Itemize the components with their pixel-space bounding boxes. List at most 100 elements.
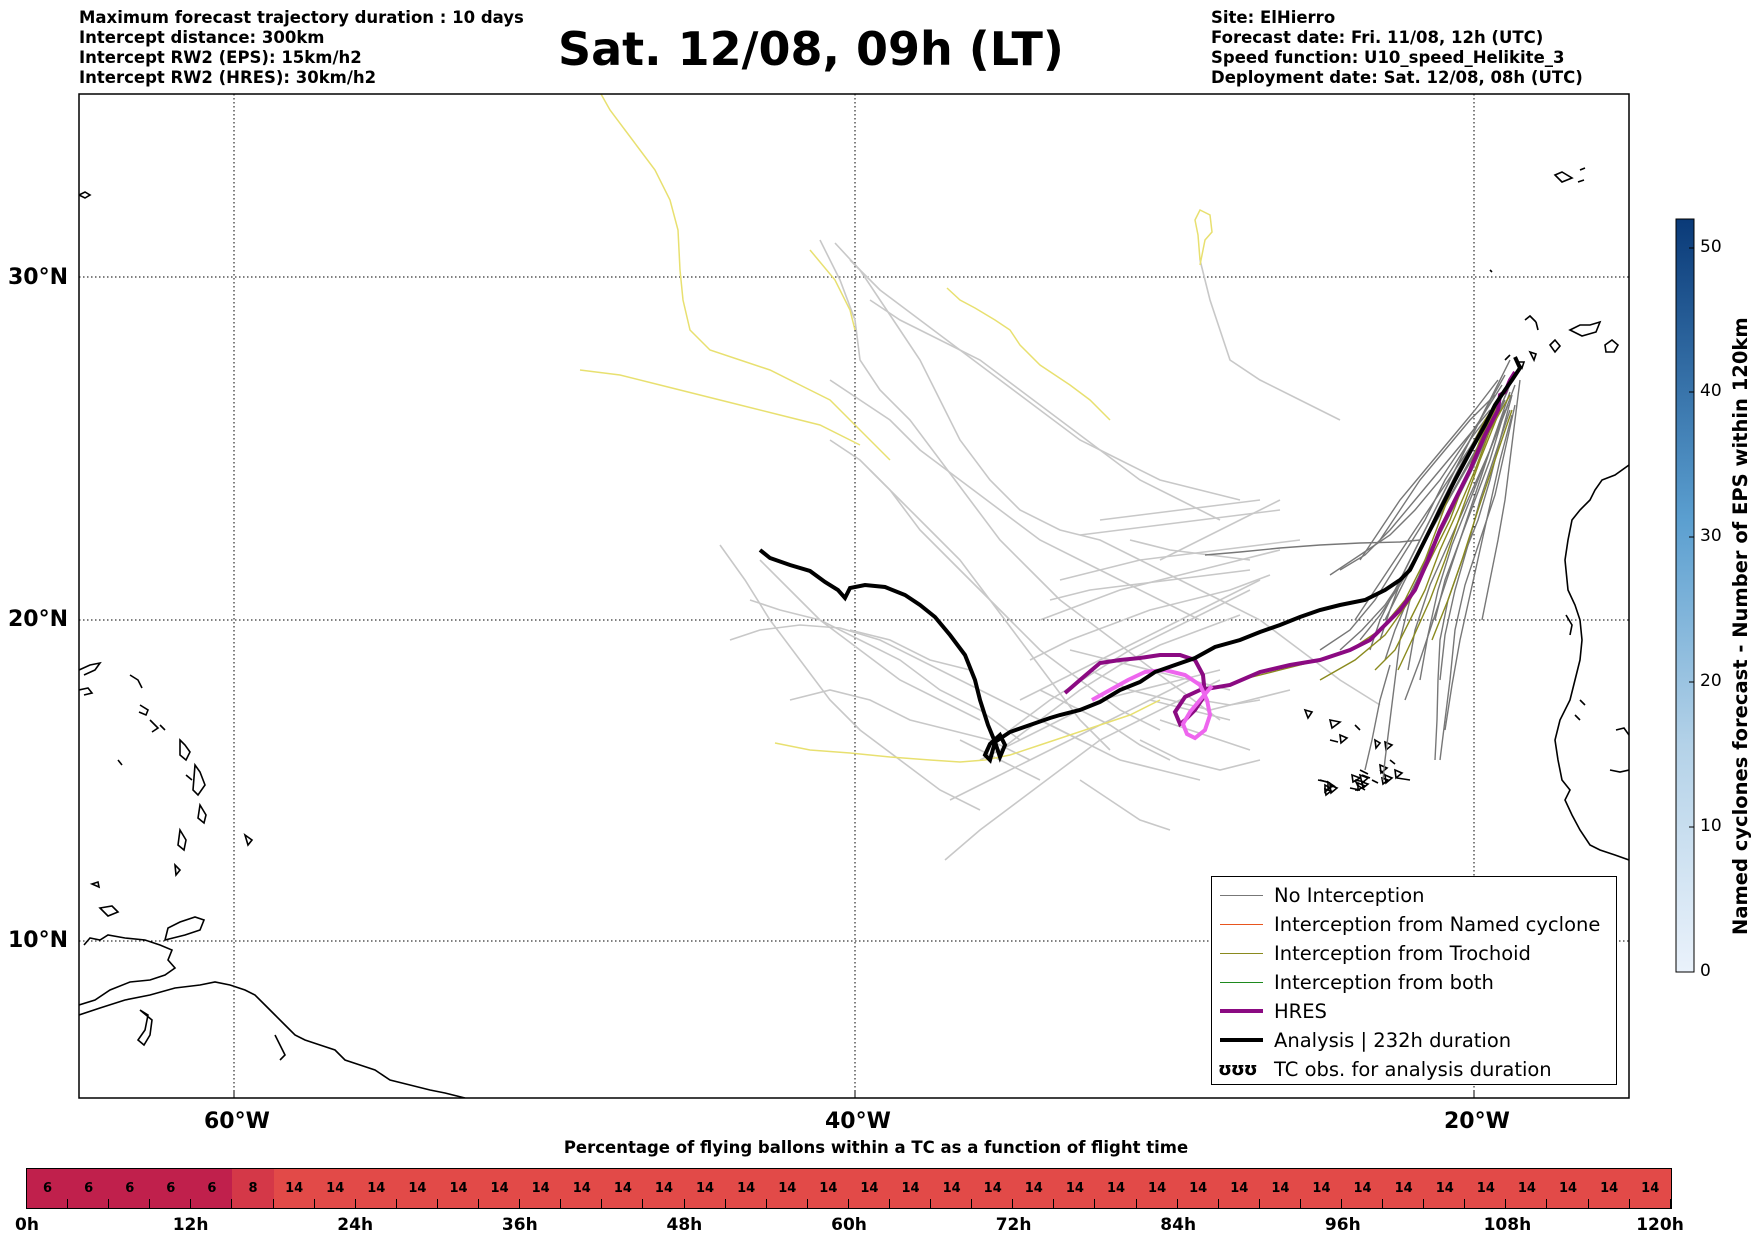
eps-trajectories-yellow xyxy=(579,94,1213,763)
timebar-tick-label: 12h xyxy=(172,1215,209,1235)
legend-line-both xyxy=(1220,982,1263,983)
lat-label-20n: 20°N xyxy=(8,607,69,632)
map-frame xyxy=(78,93,1630,1099)
timebar-cell: 14 xyxy=(479,1169,521,1208)
colorbar-tick-label: 50 xyxy=(1700,237,1722,257)
timebar-cell: 14 xyxy=(1547,1169,1589,1208)
deployment-date-text: Deployment date: Sat. 12/08, 08h (UTC) xyxy=(1211,68,1583,87)
timebar-cell: 14 xyxy=(1506,1169,1548,1208)
timebar-cell: 14 xyxy=(972,1169,1014,1208)
timebar-cell: 14 xyxy=(1300,1169,1343,1208)
timebar-tick-label: 120h xyxy=(1636,1215,1684,1235)
speed-function-text: Speed function: U10_speed_Helikite_3 xyxy=(1211,48,1565,67)
timebar-cell: 14 xyxy=(643,1169,685,1208)
timebar-tick-label: 72h xyxy=(995,1215,1032,1235)
timebar-cell: 14 xyxy=(396,1169,439,1208)
tc-obs-symbol-icon: ʊʊʊ xyxy=(1218,1059,1258,1080)
timebar-cell: 14 xyxy=(1383,1169,1425,1208)
eps-trajectories-light xyxy=(719,239,1381,861)
timebar-cell: 14 xyxy=(1629,1169,1671,1208)
analysis-trajectory xyxy=(758,356,1523,764)
legend-item: Analysis | 232h duration xyxy=(1212,1026,1616,1055)
timebar-cell: 14 xyxy=(273,1169,315,1208)
timebar-cell: 14 xyxy=(931,1169,973,1208)
colorbar xyxy=(1675,218,1695,973)
timebar-cell: 14 xyxy=(1259,1169,1302,1208)
legend-label: Interception from both xyxy=(1274,971,1494,994)
legend-label: Interception from Trochoid xyxy=(1274,942,1531,965)
timebar-cell: 14 xyxy=(1013,1169,1055,1208)
timebar-cell: 14 xyxy=(807,1169,849,1208)
timebar-cell: 14 xyxy=(1054,1169,1096,1208)
lat-label-30n: 30°N xyxy=(8,265,69,290)
timebar-cell: 14 xyxy=(684,1169,726,1208)
legend-label: No Interception xyxy=(1274,884,1425,907)
forecast-date-text: Forecast date: Fri. 11/08, 12h (UTC) xyxy=(1211,28,1544,47)
colorbar-tick-label: 40 xyxy=(1700,381,1722,401)
timebar-cell: 6 xyxy=(150,1169,192,1208)
legend-line-named-cyclone xyxy=(1220,924,1263,925)
timebar-tick-label: 24h xyxy=(337,1215,374,1235)
timebar-cell: 14 xyxy=(602,1169,644,1208)
timebar-tick-label: 36h xyxy=(501,1215,538,1235)
colorbar-tick-label: 20 xyxy=(1700,671,1722,691)
timebar-cell: 14 xyxy=(889,1169,932,1208)
legend-item: No Interception xyxy=(1212,881,1616,910)
lon-label-40w: 40°W xyxy=(825,1109,891,1134)
legend-label: Interception from Named cyclone xyxy=(1274,913,1601,936)
intercept-hres-text: Intercept RW2 (HRES): 30km/h2 xyxy=(79,68,377,87)
timebar-cell: 6 xyxy=(109,1169,151,1208)
legend-item: Interception from Named cyclone xyxy=(1212,910,1616,939)
legend-label: TC obs. for analysis duration xyxy=(1274,1058,1552,1081)
lon-tick-marks xyxy=(233,1090,1475,1098)
timebar-tick-label: 48h xyxy=(666,1215,703,1235)
timebar-cell: 14 xyxy=(314,1169,356,1208)
timebar-cell: 14 xyxy=(437,1169,480,1208)
timebar-cell: 14 xyxy=(1465,1169,1507,1208)
max-duration-text: Maximum forecast trajectory duration : 1… xyxy=(79,8,524,27)
intercept-distance-text: Intercept distance: 300km xyxy=(79,28,325,47)
lon-label-20w: 20°W xyxy=(1444,1109,1510,1134)
header-info-left: Maximum forecast trajectory duration : 1… xyxy=(79,8,524,88)
legend-item: HRES xyxy=(1212,997,1616,1026)
timebar-cell: 14 xyxy=(520,1169,562,1208)
colorbar-tick-label: 30 xyxy=(1700,526,1722,546)
timebar-title: Percentage of flying ballons within a TC… xyxy=(563,1138,1189,1157)
legend-item: ʊʊʊ TC obs. for analysis duration xyxy=(1212,1055,1616,1084)
timebar: 6 6 6 6 6 8 14 14 14 14 14 14 14 14 14 14 14 14 14 14 14 14 14… xyxy=(26,1168,1672,1209)
timebar-cell: 14 xyxy=(725,1169,767,1208)
legend-label: Analysis | 232h duration xyxy=(1274,1029,1512,1052)
legend-item: Interception from both xyxy=(1212,968,1616,997)
lon-label-60w: 60°W xyxy=(204,1109,270,1134)
timebar-tick-label: 60h xyxy=(831,1215,867,1235)
timebar-cell: 14 xyxy=(1424,1169,1466,1208)
timebar-tick-label: 108h xyxy=(1483,1215,1532,1235)
colorbar-tick-label: 0 xyxy=(1700,961,1711,981)
legend-line-hres xyxy=(1220,1009,1263,1013)
timebar-cell: 14 xyxy=(848,1169,891,1208)
timebar-cell: 14 xyxy=(766,1169,808,1208)
timebar-cell: 14 xyxy=(1095,1169,1137,1208)
timebar-cell: 14 xyxy=(1136,1169,1178,1208)
legend-line-analysis xyxy=(1220,1038,1263,1042)
map-legend: No Interception Interception from Named … xyxy=(1211,876,1617,1085)
timebar-cell: 14 xyxy=(1588,1169,1630,1208)
timebar-cell: 6 xyxy=(27,1169,69,1208)
timebar-tick-label: 0h xyxy=(15,1215,39,1235)
timebar-cell: 14 xyxy=(1342,1169,1384,1208)
lat-label-10n: 10°N xyxy=(8,928,69,953)
legend-label: HRES xyxy=(1274,1000,1327,1023)
timebar-tick-label: 96h xyxy=(1324,1215,1361,1235)
timebar-cell: 6 xyxy=(68,1169,110,1208)
hres-trajectory-segment xyxy=(1091,667,1214,741)
header-info-right: Site: ElHierro Forecast date: Fri. 11/08… xyxy=(1211,8,1583,88)
timebar-cell: 6 xyxy=(191,1169,233,1208)
hres-trajectory xyxy=(1063,370,1517,728)
intercept-eps-text: Intercept RW2 (EPS): 15km/h2 xyxy=(79,48,362,67)
site-text: Site: ElHierro xyxy=(1211,8,1336,27)
timebar-tick-label: 84h xyxy=(1160,1215,1197,1235)
colorbar-tick-label: 10 xyxy=(1700,816,1722,836)
legend-line-trochoid xyxy=(1220,953,1263,954)
legend-line-no-interception xyxy=(1220,895,1263,896)
page-title: Sat. 12/08, 09h (LT) xyxy=(558,22,1064,76)
